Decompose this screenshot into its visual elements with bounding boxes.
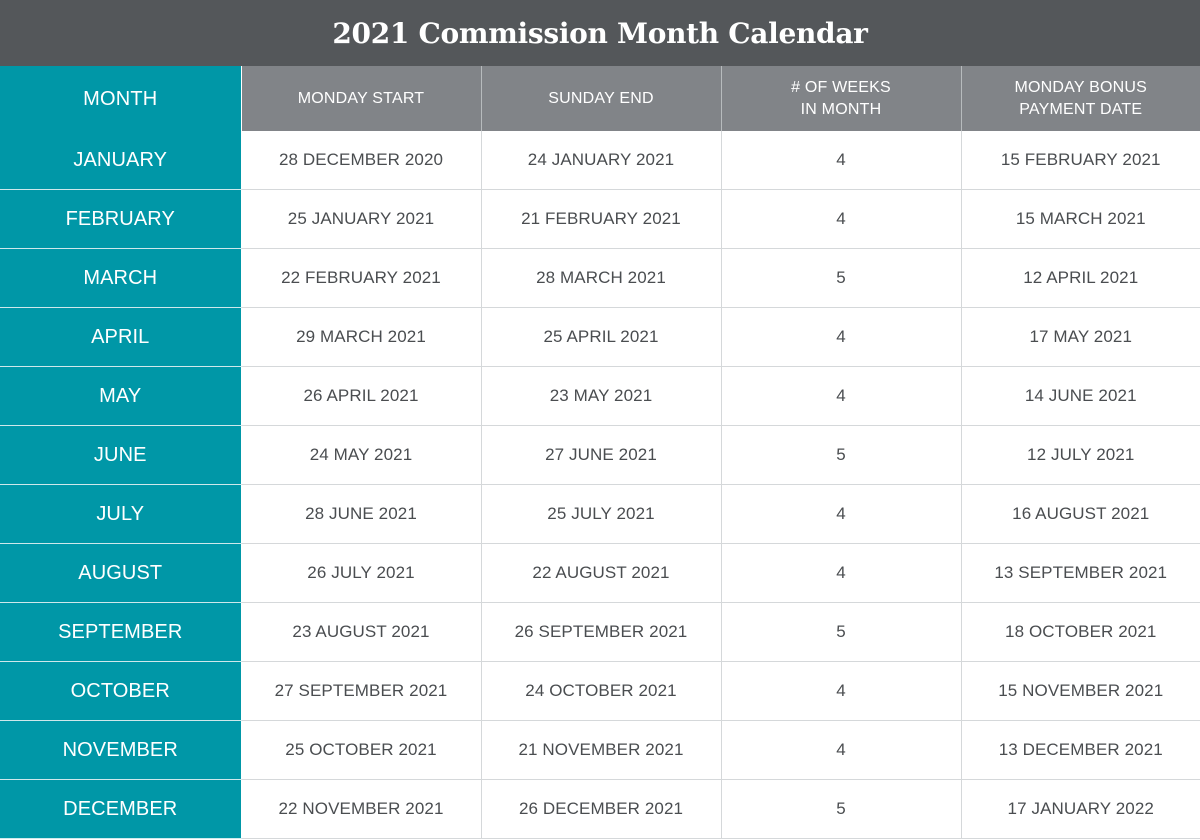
table-row: JANUARY 28 DECEMBER 2020 24 JANUARY 2021… [0,131,1200,190]
table-row: NOVEMBER 25 OCTOBER 2021 21 NOVEMBER 202… [0,720,1200,780]
month-cell: JANUARY [0,131,242,190]
sunday-end-cell: 28 MARCH 2021 [481,248,722,308]
monday-start-cell: 29 MARCH 2021 [241,307,482,367]
table-row: SEPTEMBER 23 AUGUST 2021 26 SEPTEMBER 20… [0,602,1200,662]
monday-start-cell: 22 FEBRUARY 2021 [241,248,482,308]
sunday-end-cell: 24 JANUARY 2021 [481,131,722,190]
sunday-end-cell: 22 AUGUST 2021 [481,543,722,603]
table-row: DECEMBER 22 NOVEMBER 2021 26 DECEMBER 20… [0,779,1200,839]
monday-start-cell: 26 APRIL 2021 [241,366,482,426]
table-body: JANUARY 28 DECEMBER 2020 24 JANUARY 2021… [0,131,1200,839]
weeks-cell: 4 [721,131,962,190]
table-row: JULY 28 JUNE 2021 25 JULY 2021 4 16 AUGU… [0,484,1200,544]
payment-date-cell: 15 FEBRUARY 2021 [961,131,1200,190]
payment-date-cell: 14 JUNE 2021 [961,366,1200,426]
month-cell: MAY [0,366,242,426]
month-cell: SEPTEMBER [0,602,242,662]
sunday-end-cell: 21 NOVEMBER 2021 [481,720,722,780]
monday-start-cell: 25 JANUARY 2021 [241,189,482,249]
table-row: APRIL 29 MARCH 2021 25 APRIL 2021 4 17 M… [0,307,1200,367]
month-cell: DECEMBER [0,779,242,839]
payment-date-cell: 18 OCTOBER 2021 [961,602,1200,662]
monday-start-cell: 23 AUGUST 2021 [241,602,482,662]
title-bar: 2021 Commission Month Calendar [0,0,1200,66]
table-row: OCTOBER 27 SEPTEMBER 2021 24 OCTOBER 202… [0,661,1200,721]
month-cell: JUNE [0,425,242,485]
header-monday-start: MONDAY START [241,66,482,131]
header-bonus-payment-date: MONDAY BONUS PAYMENT DATE [961,66,1200,131]
payment-date-cell: 15 MARCH 2021 [961,189,1200,249]
weeks-cell: 4 [721,307,962,367]
sunday-end-cell: 26 DECEMBER 2021 [481,779,722,839]
month-cell: OCTOBER [0,661,242,721]
header-weeks-line1: # OF WEEKS [791,78,891,96]
table-row: FEBRUARY 25 JANUARY 2021 21 FEBRUARY 202… [0,189,1200,249]
weeks-cell: 5 [721,602,962,662]
payment-date-cell: 12 JULY 2021 [961,425,1200,485]
header-bonus-line1: MONDAY BONUS [1014,78,1147,96]
payment-date-cell: 13 DECEMBER 2021 [961,720,1200,780]
weeks-cell: 4 [721,720,962,780]
monday-start-cell: 28 DECEMBER 2020 [241,131,482,190]
payment-date-cell: 13 SEPTEMBER 2021 [961,543,1200,603]
sunday-end-cell: 21 FEBRUARY 2021 [481,189,722,249]
monday-start-cell: 24 MAY 2021 [241,425,482,485]
month-cell: FEBRUARY [0,189,242,249]
payment-date-cell: 17 MAY 2021 [961,307,1200,367]
sunday-end-cell: 25 APRIL 2021 [481,307,722,367]
sunday-end-cell: 24 OCTOBER 2021 [481,661,722,721]
commission-calendar-table: MONTH MONDAY START SUNDAY END # OF WEEKS… [0,66,1200,839]
header-sunday-end-label: SUNDAY END [548,89,654,107]
header-bonus-line2: PAYMENT DATE [1019,100,1143,118]
monday-start-cell: 22 NOVEMBER 2021 [241,779,482,839]
monday-start-cell: 26 JULY 2021 [241,543,482,603]
payment-date-cell: 16 AUGUST 2021 [961,484,1200,544]
header-weeks-in-month: # OF WEEKS IN MONTH [721,66,962,131]
month-cell: MARCH [0,248,242,308]
weeks-cell: 5 [721,779,962,839]
table-row: AUGUST 26 JULY 2021 22 AUGUST 2021 4 13 … [0,543,1200,603]
header-month-label: MONTH [83,87,158,110]
month-cell: AUGUST [0,543,242,603]
monday-start-cell: 25 OCTOBER 2021 [241,720,482,780]
table-header-row: MONTH MONDAY START SUNDAY END # OF WEEKS… [0,66,1200,131]
monday-start-cell: 28 JUNE 2021 [241,484,482,544]
header-monday-start-label: MONDAY START [297,89,425,107]
weeks-cell: 5 [721,248,962,308]
weeks-cell: 5 [721,425,962,485]
weeks-cell: 4 [721,366,962,426]
header-weeks-line2: IN MONTH [800,100,882,118]
weeks-cell: 4 [721,189,962,249]
weeks-cell: 4 [721,543,962,603]
table-row: MAY 26 APRIL 2021 23 MAY 2021 4 14 JUNE … [0,366,1200,426]
weeks-cell: 4 [721,484,962,544]
sunday-end-cell: 23 MAY 2021 [481,366,722,426]
month-cell: NOVEMBER [0,720,242,780]
table-row: JUNE 24 MAY 2021 27 JUNE 2021 5 12 JULY … [0,425,1200,485]
month-cell: JULY [0,484,242,544]
header-month: MONTH [0,66,242,131]
page-title: 2021 Commission Month Calendar [332,16,868,50]
monday-start-cell: 27 SEPTEMBER 2021 [241,661,482,721]
payment-date-cell: 15 NOVEMBER 2021 [961,661,1200,721]
month-cell: APRIL [0,307,242,367]
payment-date-cell: 12 APRIL 2021 [961,248,1200,308]
sunday-end-cell: 27 JUNE 2021 [481,425,722,485]
sunday-end-cell: 25 JULY 2021 [481,484,722,544]
header-sunday-end: SUNDAY END [481,66,722,131]
weeks-cell: 4 [721,661,962,721]
payment-date-cell: 17 JANUARY 2022 [961,779,1200,839]
table-row: MARCH 22 FEBRUARY 2021 28 MARCH 2021 5 1… [0,248,1200,308]
sunday-end-cell: 26 SEPTEMBER 2021 [481,602,722,662]
